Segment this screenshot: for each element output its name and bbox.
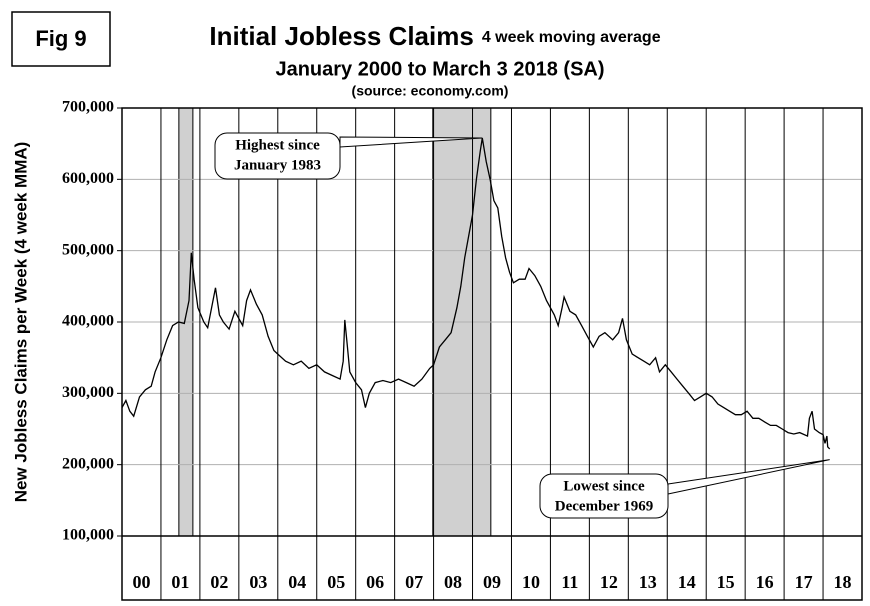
- annotation-text: Highest since: [235, 137, 320, 153]
- chart-title: Initial Jobless Claims 4 week moving aver…: [209, 21, 660, 51]
- callout-box: [539, 473, 669, 519]
- y-tick-label: 100,000: [62, 527, 114, 544]
- plot-frame: [121, 107, 863, 601]
- x-tick-label: 03: [249, 572, 267, 592]
- y-tick-label: 700,000: [62, 99, 114, 116]
- x-tick-label: 13: [639, 572, 657, 592]
- y-tick-label: 300,000: [62, 384, 114, 401]
- x-tick-label: 12: [600, 572, 618, 592]
- x-tick-label: 10: [522, 572, 540, 592]
- x-tick-label: 06: [366, 572, 384, 592]
- y-tick-label: 400,000: [62, 313, 114, 330]
- x-tick-label: 01: [171, 572, 189, 592]
- x-tick-label: 15: [717, 572, 735, 592]
- x-tick-label: 17: [795, 572, 813, 592]
- y-tick-label: 200,000: [62, 455, 114, 472]
- x-tick-label: 16: [756, 572, 774, 592]
- x-tick-label: 08: [444, 572, 462, 592]
- subtitle: January 2000 to March 3 2018 (SA): [275, 58, 604, 80]
- x-tick-label: 11: [561, 572, 578, 592]
- x-tick-label: 14: [678, 572, 696, 592]
- x-tick-label: 05: [327, 572, 345, 592]
- annotation-text: Lowest since: [563, 478, 645, 494]
- source: (source: economy.com): [352, 83, 509, 99]
- x-tick-label: 04: [288, 572, 306, 592]
- title-main: Initial Jobless Claims: [209, 21, 473, 51]
- data-line: [121, 137, 831, 450]
- figure-label: Fig 9: [35, 26, 86, 51]
- x-tick-label: 02: [210, 572, 228, 592]
- callout-box: [214, 132, 341, 180]
- y-tick-label: 600,000: [62, 170, 114, 187]
- title-note: 4 week moving average: [482, 29, 661, 46]
- y-axis-label: New Jobless Claims per Week (4 week MMA): [11, 142, 30, 503]
- x-tick-label: 00: [132, 572, 150, 592]
- x-tick-label: 18: [834, 572, 852, 592]
- y-tick-label: 500,000: [62, 241, 114, 258]
- annotation-text: January 1983: [234, 157, 321, 173]
- figure-label-box: [11, 11, 111, 67]
- x-tick-label: 09: [483, 572, 501, 592]
- annotation-text: December 1969: [555, 498, 653, 514]
- x-tick-label: 07: [405, 572, 423, 592]
